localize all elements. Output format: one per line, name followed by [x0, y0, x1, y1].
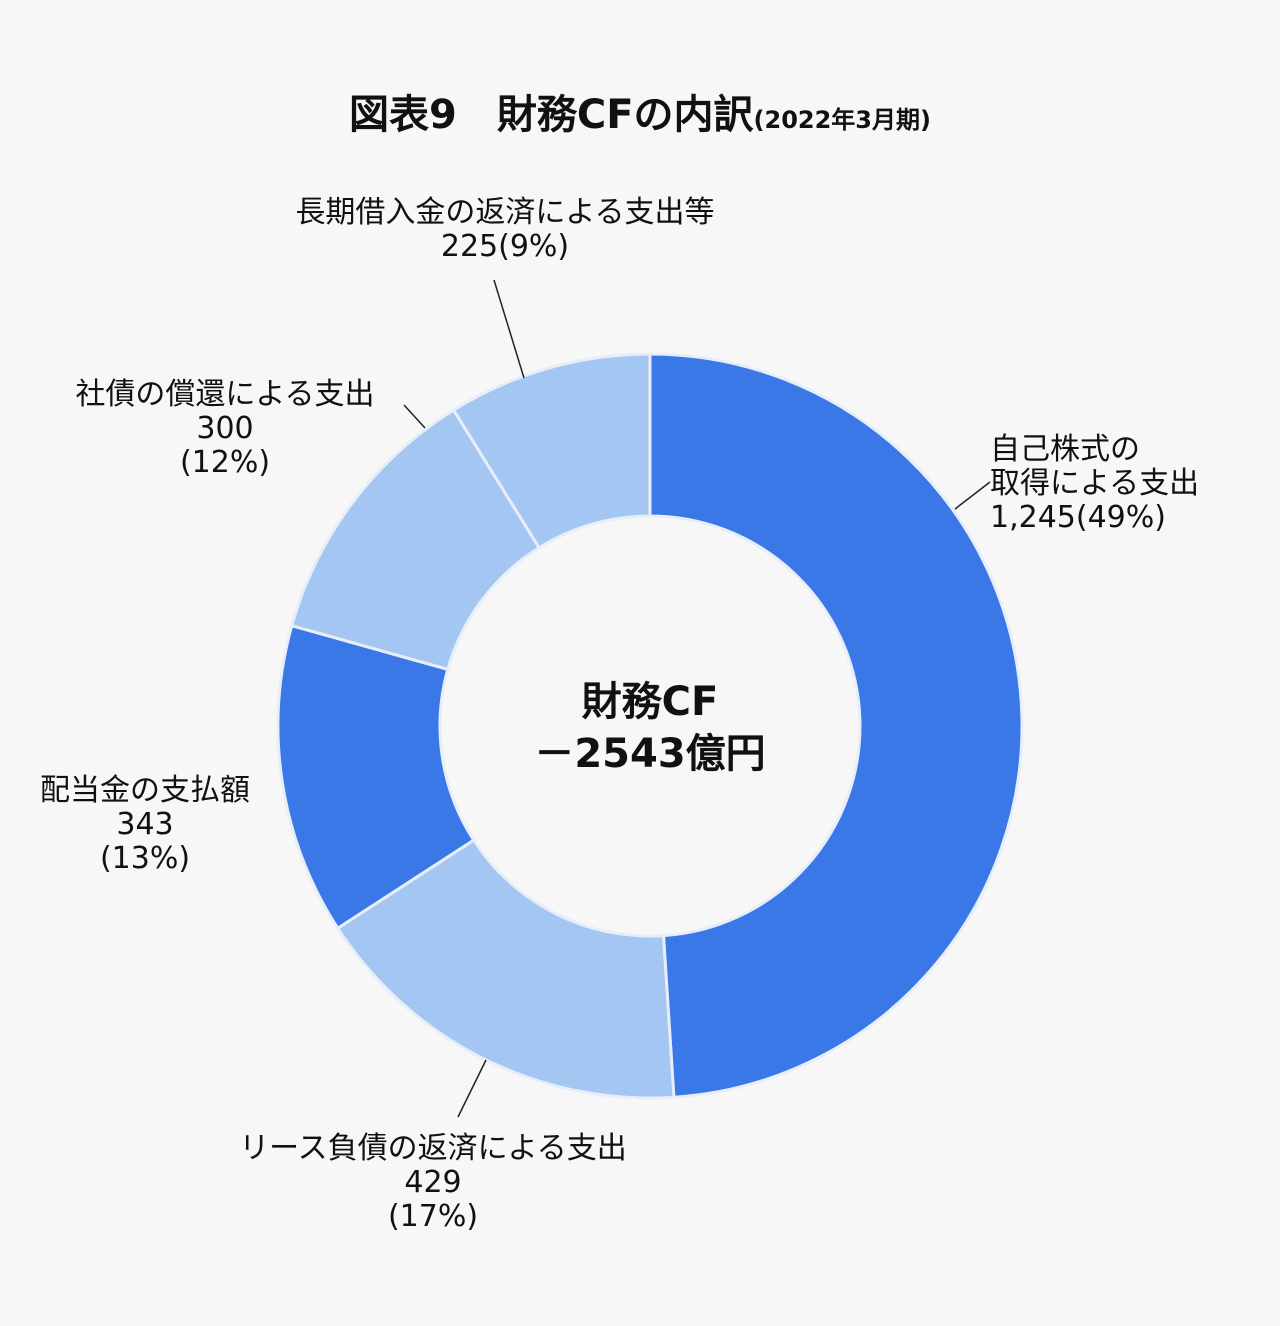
leader-line-bond: [403, 404, 426, 429]
slice-long-term-loan: [451, 352, 652, 550]
center-label: 財務CF: [581, 679, 719, 725]
label-long-term-loan: 長期借入金の返済による支出等 225(9%): [248, 196, 762, 264]
label-lease-percent: (17%): [387, 1199, 479, 1234]
label-lease-line1: リース負債の返済による支出: [239, 1131, 627, 1166]
label-loan-line1: 長期借入金の返済による支出等: [295, 195, 715, 230]
label-dividend-value: 343: [116, 807, 174, 842]
label-treasury-stock: 自己株式の 取得による支出 1,245(49%): [990, 433, 1199, 535]
center-total: －2543億円: [534, 731, 766, 777]
chart-title: 図表9 財務CFの内訳(2022年3月期): [0, 82, 1280, 140]
slice-treasury-stock: [648, 352, 1024, 1099]
label-lease-value: 429: [404, 1165, 462, 1200]
label-dividend-percent: (13%): [99, 841, 191, 876]
chart-title-main: 図表9 財務CFの内訳: [349, 92, 754, 138]
leader-line-loan: [493, 279, 525, 379]
label-bond-value: 300: [196, 411, 254, 446]
slice-lease-liabilities: [335, 838, 676, 1100]
label-dividend-line1: 配当金の支払額: [40, 773, 250, 808]
label-treasury-line2: 取得による支出: [990, 466, 1200, 501]
label-bond-line1: 社債の償還による支出: [75, 377, 375, 412]
slice-dividends: [276, 623, 476, 931]
label-lease-liabilities: リース負債の返済による支出 429 (17%): [203, 1132, 663, 1234]
label-bond-redemption: 社債の償還による支出 300 (12%): [40, 378, 410, 480]
label-treasury-line1: 自己株式の: [990, 432, 1140, 467]
chart-title-sub: (2022年3月期): [753, 106, 931, 134]
label-dividends: 配当金の支払額 343 (13%): [14, 774, 276, 876]
label-loan-value: 225(9%): [440, 229, 570, 264]
leader-line-lease: [457, 1059, 487, 1118]
slice-bond-redemption: [289, 407, 542, 672]
label-treasury-value: 1,245(49%): [990, 500, 1166, 535]
label-bond-percent: (12%): [179, 445, 271, 480]
leader-line-treasury: [954, 481, 991, 510]
donut-center-text: 財務CF －2543億円: [475, 676, 825, 780]
